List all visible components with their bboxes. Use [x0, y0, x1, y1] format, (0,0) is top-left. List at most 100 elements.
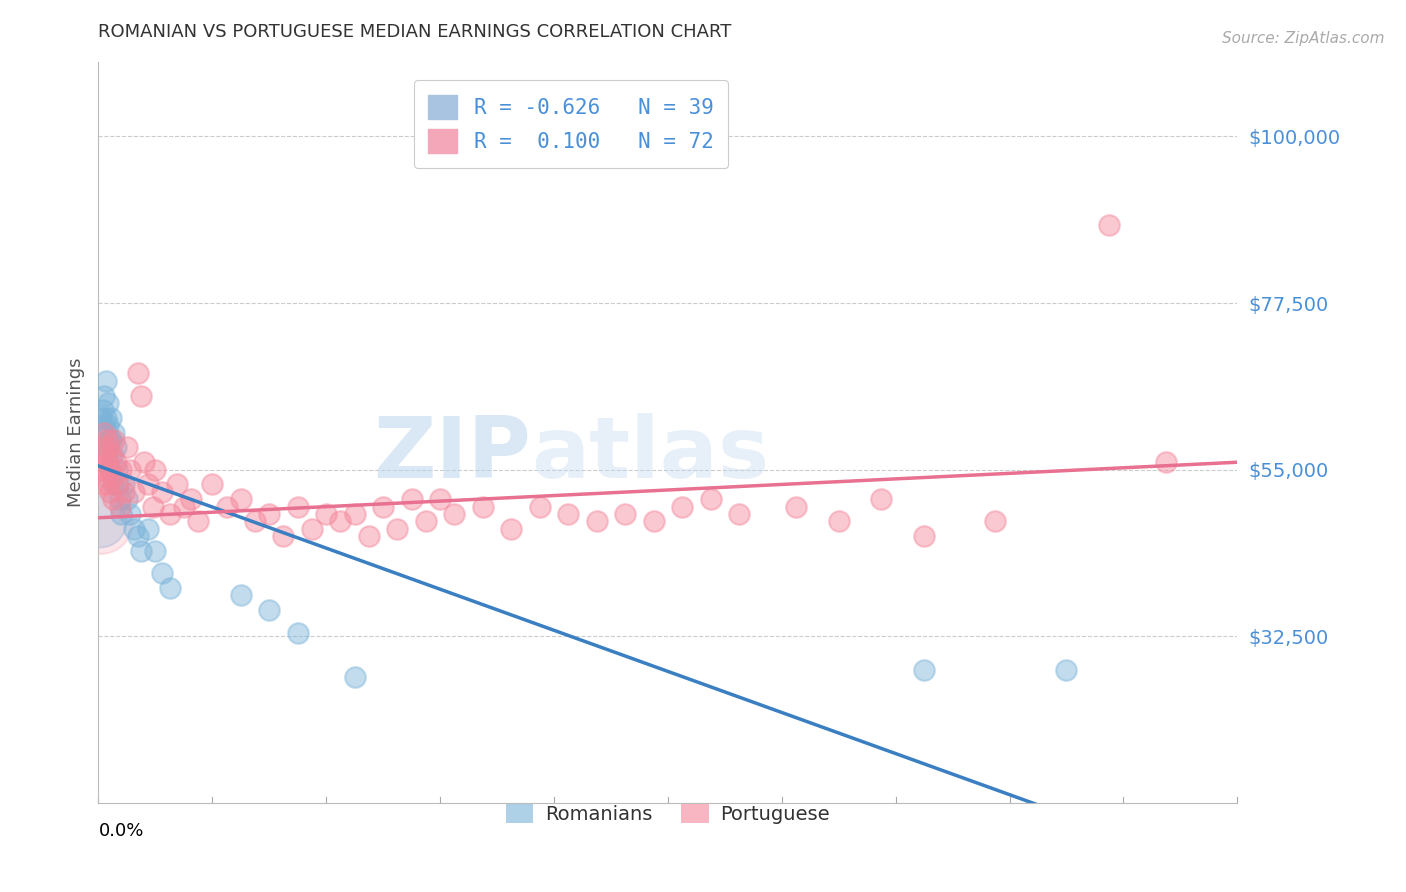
Point: [1098, 219, 1121, 233]
Point: [98, 484, 121, 499]
Point: [93, 425, 115, 440]
Point: [136, 522, 159, 536]
Point: [343, 670, 366, 684]
Point: [110, 462, 132, 476]
Point: [1154, 455, 1177, 469]
Point: [785, 500, 807, 514]
Point: [97, 418, 120, 433]
Text: atlas: atlas: [531, 413, 769, 496]
Point: [108, 500, 131, 514]
Point: [557, 507, 579, 521]
Point: [129, 389, 152, 403]
Point: [97, 396, 120, 410]
Point: [103, 425, 125, 440]
Point: [159, 581, 181, 595]
Point: [614, 507, 637, 521]
Point: [94, 448, 117, 462]
Point: [152, 484, 174, 499]
Point: [97, 441, 120, 455]
Point: [97, 477, 120, 491]
Point: [94, 374, 117, 388]
Point: [98, 462, 121, 476]
Point: [129, 544, 152, 558]
Point: [215, 500, 238, 514]
Point: [96, 425, 118, 440]
Point: [98, 433, 121, 447]
Text: 0.0%: 0.0%: [98, 822, 143, 840]
Point: [105, 462, 128, 476]
Point: [100, 448, 122, 462]
Point: [152, 566, 174, 581]
Text: ROMANIAN VS PORTUGUESE MEDIAN EARNINGS CORRELATION CHART: ROMANIAN VS PORTUGUESE MEDIAN EARNINGS C…: [98, 23, 731, 41]
Point: [159, 507, 181, 521]
Point: [643, 515, 665, 529]
Point: [699, 492, 721, 507]
Point: [101, 448, 124, 462]
Point: [91, 403, 114, 417]
Point: [101, 477, 124, 491]
Point: [122, 484, 145, 499]
Point: [103, 433, 125, 447]
Point: [166, 477, 188, 491]
Point: [415, 515, 437, 529]
Point: [357, 529, 380, 543]
Text: Source: ZipAtlas.com: Source: ZipAtlas.com: [1222, 31, 1385, 46]
Point: [101, 470, 124, 484]
Point: [132, 455, 155, 469]
Point: [315, 507, 337, 521]
Point: [173, 500, 195, 514]
Point: [387, 522, 409, 536]
Point: [112, 477, 135, 491]
Point: [728, 507, 751, 521]
Point: [104, 441, 127, 455]
Point: [89, 515, 111, 529]
Point: [243, 515, 266, 529]
Point: [91, 441, 114, 455]
Point: [118, 507, 141, 521]
Point: [107, 477, 129, 491]
Point: [90, 410, 112, 425]
Point: [96, 433, 118, 447]
Point: [90, 462, 112, 476]
Point: [98, 462, 121, 476]
Point: [401, 492, 423, 507]
Point: [122, 522, 145, 536]
Point: [1056, 663, 1078, 677]
Point: [984, 515, 1007, 529]
Point: [912, 529, 935, 543]
Point: [201, 477, 224, 491]
Point: [101, 492, 124, 507]
Point: [180, 492, 202, 507]
Point: [145, 462, 167, 476]
Point: [501, 522, 523, 536]
Point: [229, 589, 252, 603]
Point: [110, 507, 132, 521]
Point: [585, 515, 607, 529]
Point: [93, 418, 115, 433]
Point: [259, 507, 281, 521]
Point: [89, 515, 111, 529]
Point: [273, 529, 295, 543]
Point: [229, 492, 252, 507]
Point: [112, 484, 135, 499]
Point: [105, 477, 128, 491]
Point: [141, 500, 163, 514]
Point: [529, 500, 551, 514]
Point: [828, 515, 851, 529]
Point: [104, 455, 127, 469]
Point: [287, 625, 309, 640]
Text: ZIP: ZIP: [374, 413, 531, 496]
Point: [329, 515, 352, 529]
Y-axis label: Median Earnings: Median Earnings: [66, 358, 84, 508]
Point: [127, 367, 149, 381]
Point: [93, 389, 115, 403]
Point: [115, 441, 138, 455]
Point: [287, 500, 309, 514]
Point: [94, 470, 117, 484]
Point: [443, 507, 465, 521]
Point: [187, 515, 209, 529]
Point: [115, 492, 138, 507]
Point: [96, 448, 118, 462]
Point: [870, 492, 893, 507]
Point: [471, 500, 494, 514]
